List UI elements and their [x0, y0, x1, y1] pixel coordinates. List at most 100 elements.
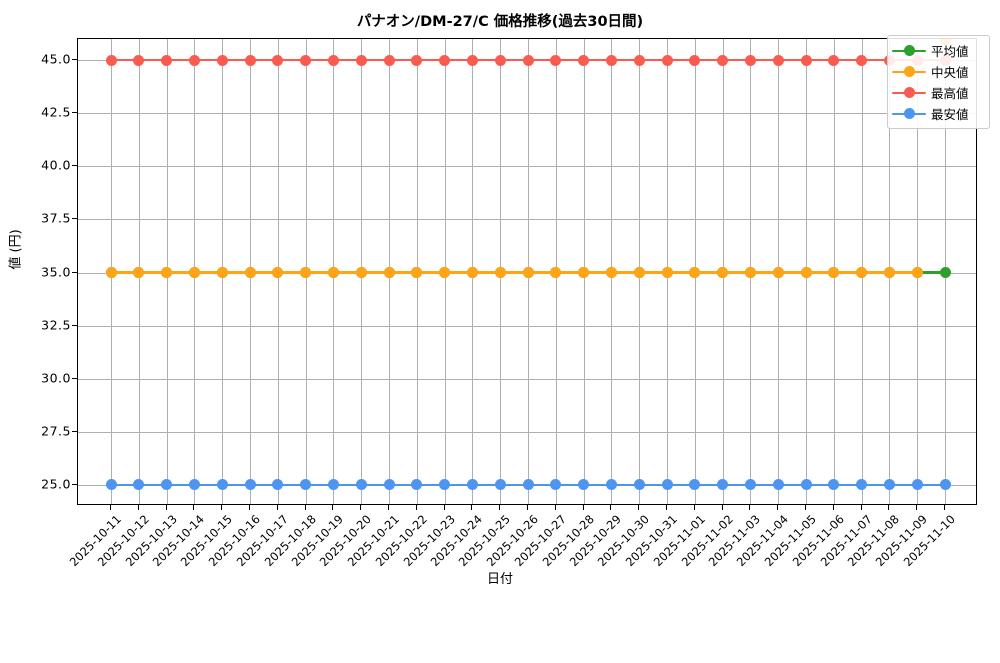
- y-axis-tick-mark: [72, 430, 77, 432]
- y-axis-tick-mark: [72, 324, 77, 326]
- series-line-segment: [889, 483, 918, 486]
- series-line-segment: [500, 271, 528, 274]
- x-axis-tick-mark: [554, 505, 556, 510]
- y-axis-tick-mark: [72, 112, 77, 114]
- y-axis-tick-label: 25.0: [41, 476, 71, 492]
- data-point-marker: [216, 54, 228, 66]
- series-4: [78, 39, 976, 504]
- series-line-segment: [444, 483, 473, 486]
- series-line-segment: [277, 483, 306, 486]
- legend-item-2[interactable]: 中央値: [888, 61, 989, 82]
- data-point-marker: [411, 479, 423, 491]
- series-line-segment: [222, 271, 250, 274]
- data-point-marker: [300, 479, 312, 491]
- y-axis-tick-mark: [72, 59, 77, 61]
- data-point-marker: [494, 479, 506, 491]
- series-line-segment: [389, 271, 417, 274]
- series-line-segment: [194, 271, 223, 274]
- y-axis-tick-mark: [72, 483, 77, 485]
- data-point-marker: [355, 267, 367, 278]
- series-line-segment: [277, 271, 306, 274]
- data-point-marker: [272, 479, 284, 491]
- legend-label: 中央値: [931, 65, 969, 80]
- data-point-marker: [133, 54, 145, 66]
- x-axis-tick-mark: [165, 505, 167, 510]
- y-axis-tick-label: 45.0: [41, 51, 71, 67]
- series-line-segment: [528, 59, 556, 62]
- series-line-segment: [472, 271, 501, 274]
- series-2: [78, 39, 976, 504]
- data-point-marker: [161, 267, 173, 278]
- y-axis-tick-mark: [72, 218, 77, 220]
- data-point-marker: [327, 54, 339, 66]
- series-line-segment: [583, 59, 612, 62]
- series-line-segment: [750, 483, 779, 486]
- series-line-segment: [750, 59, 779, 62]
- x-axis-tick-mark: [832, 505, 834, 510]
- y-axis-tick-label: 42.5: [41, 104, 71, 120]
- series-line-segment: [611, 483, 640, 486]
- data-point-marker: [383, 267, 395, 278]
- series-line-segment: [138, 59, 167, 62]
- data-point-marker: [383, 54, 395, 66]
- series-line-segment: [583, 483, 612, 486]
- data-point-marker: [522, 267, 534, 278]
- y-axis-tick-mark: [72, 165, 77, 167]
- series-line-segment: [389, 483, 417, 486]
- price-trend-chart-figure: パナオン/DM-27/C 価格推移(過去30日間) 25.0 27.5 30.0 32…: [8, 14, 990, 587]
- series-line-segment: [722, 59, 751, 62]
- data-point-marker: [550, 479, 562, 491]
- series-line-segment: [555, 59, 584, 62]
- series-line-segment: [694, 271, 723, 274]
- legend-label: 平均値: [931, 44, 969, 59]
- series-line-segment: [305, 271, 334, 274]
- data-point-marker: [133, 479, 145, 491]
- x-axis-tick-mark: [638, 505, 640, 510]
- legend-item-1[interactable]: 平均値: [888, 40, 989, 61]
- series-line-segment: [667, 59, 695, 62]
- data-point-marker: [466, 267, 478, 278]
- data-point-marker: [828, 267, 840, 278]
- data-point-marker: [939, 267, 951, 278]
- series-line-segment: [194, 483, 223, 486]
- data-point-marker: [605, 479, 617, 491]
- x-axis-tick-mark: [276, 505, 278, 510]
- data-point-marker: [105, 267, 117, 278]
- data-point-marker: [494, 267, 506, 278]
- x-axis-tick-mark: [249, 505, 250, 510]
- data-point-marker: [883, 267, 895, 278]
- series-line-segment: [166, 483, 195, 486]
- data-point-marker: [605, 267, 617, 278]
- chart-legend[interactable]: 平均値中央値最高値 最安値: [887, 35, 990, 129]
- data-point-marker: [772, 479, 784, 491]
- data-point-marker: [883, 479, 895, 491]
- data-point-marker: [216, 267, 228, 278]
- data-point-marker: [800, 54, 812, 66]
- series-line-segment: [416, 483, 445, 486]
- data-point-marker: [828, 54, 840, 66]
- data-point-marker: [689, 479, 701, 491]
- series-line-segment: [250, 271, 278, 274]
- series-line-segment: [611, 271, 640, 274]
- data-point-marker: [911, 479, 923, 491]
- legend-item-3[interactable]: 最高値: [888, 82, 989, 103]
- series-line-segment: [333, 483, 362, 486]
- legend-item-4[interactable]: 最安値: [888, 103, 989, 124]
- x-axis-tick-mark: [582, 505, 584, 510]
- data-point-marker: [466, 479, 478, 491]
- series-line-segment: [555, 271, 584, 274]
- series-line-segment: [361, 59, 389, 62]
- x-axis-tick-mark: [693, 505, 695, 510]
- x-axis-tick-mark: [916, 505, 918, 510]
- y-axis-tick-label: 35.0: [41, 264, 71, 279]
- x-axis-tick-mark: [805, 505, 806, 510]
- data-point-marker: [633, 479, 645, 491]
- data-point-marker: [188, 267, 200, 278]
- series-line-segment: [778, 59, 806, 62]
- x-axis-tick-mark: [888, 505, 890, 510]
- x-axis-tick-mark: [777, 505, 779, 510]
- series-line-segment: [806, 483, 834, 486]
- series-line-segment: [166, 59, 195, 62]
- series-line-segment: [861, 271, 890, 274]
- x-axis-tick-mark: [137, 505, 139, 510]
